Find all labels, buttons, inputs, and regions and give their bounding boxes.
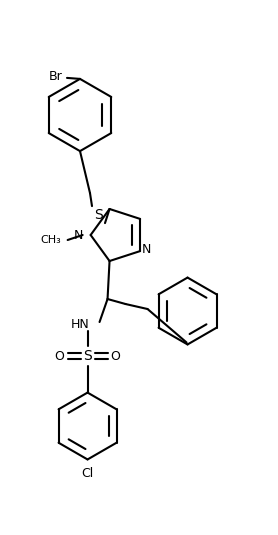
Text: O: O xyxy=(111,349,120,363)
Text: N: N xyxy=(73,228,83,241)
Text: S: S xyxy=(83,349,92,363)
Text: Br: Br xyxy=(48,71,62,83)
Text: Cl: Cl xyxy=(81,468,94,480)
Text: O: O xyxy=(54,349,64,363)
Text: HN: HN xyxy=(71,317,90,331)
Text: N: N xyxy=(142,242,152,256)
Text: CH₃: CH₃ xyxy=(40,235,61,245)
Text: S: S xyxy=(94,208,102,222)
